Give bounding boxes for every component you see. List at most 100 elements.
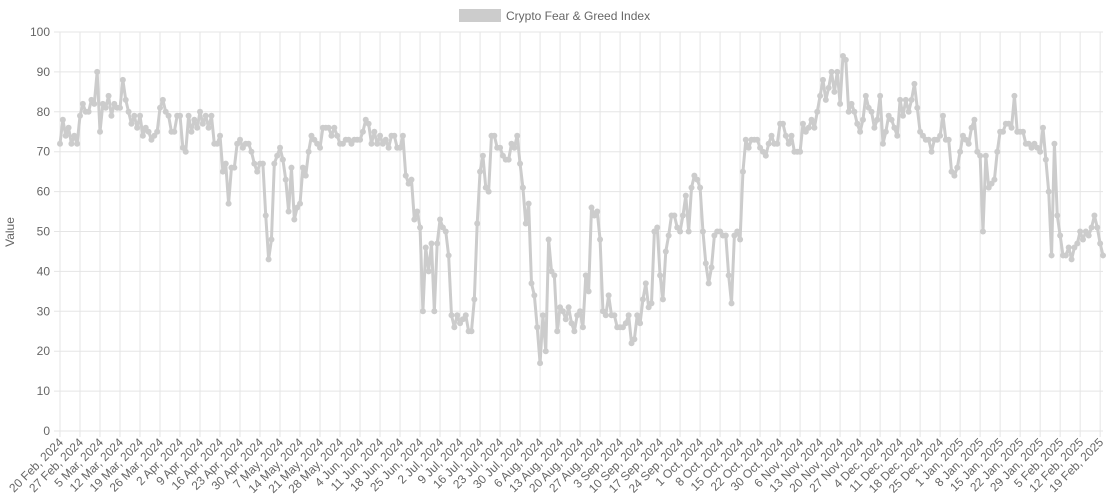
data-point bbox=[1097, 240, 1104, 247]
data-point bbox=[474, 220, 481, 227]
data-point bbox=[582, 272, 589, 279]
data-point bbox=[297, 200, 304, 207]
data-point bbox=[734, 228, 741, 235]
data-point bbox=[188, 128, 195, 135]
data-point bbox=[542, 348, 549, 355]
data-point bbox=[1008, 124, 1015, 131]
data-point bbox=[251, 160, 258, 167]
data-point bbox=[979, 228, 986, 235]
data-point bbox=[491, 132, 498, 139]
data-point bbox=[177, 112, 184, 119]
data-point bbox=[225, 200, 232, 207]
data-point bbox=[1048, 252, 1055, 259]
data-point bbox=[1068, 256, 1075, 263]
data-point bbox=[94, 68, 101, 75]
data-point bbox=[785, 140, 792, 147]
data-point bbox=[445, 252, 452, 259]
data-point bbox=[325, 124, 332, 131]
data-point bbox=[182, 148, 189, 155]
data-point bbox=[577, 308, 584, 315]
data-point bbox=[1079, 236, 1086, 243]
data-point bbox=[382, 136, 389, 143]
data-point bbox=[814, 108, 821, 115]
data-point bbox=[271, 160, 278, 167]
data-point bbox=[62, 132, 69, 139]
data-point bbox=[437, 216, 444, 223]
data-point bbox=[199, 120, 206, 127]
data-point bbox=[399, 132, 406, 139]
data-point bbox=[808, 116, 815, 123]
data-point bbox=[1100, 252, 1106, 259]
data-point bbox=[291, 216, 298, 223]
data-point bbox=[828, 68, 835, 75]
data-point bbox=[891, 124, 898, 131]
data-point bbox=[1045, 188, 1052, 195]
data-point bbox=[497, 144, 504, 151]
y-tick-label: 0 bbox=[43, 424, 50, 438]
data-point bbox=[551, 272, 558, 279]
data-point bbox=[825, 84, 832, 91]
data-point bbox=[374, 140, 381, 147]
data-point bbox=[622, 320, 629, 327]
data-point bbox=[702, 260, 709, 267]
data-point bbox=[448, 312, 455, 319]
data-point bbox=[999, 128, 1006, 135]
data-point bbox=[368, 140, 375, 147]
data-point bbox=[968, 124, 975, 131]
data-point bbox=[279, 156, 286, 163]
data-point bbox=[219, 168, 226, 175]
series-line bbox=[58, 54, 1105, 365]
data-point bbox=[631, 336, 638, 343]
data-point bbox=[117, 104, 124, 111]
data-point bbox=[888, 116, 895, 123]
data-point bbox=[945, 136, 952, 143]
data-point bbox=[874, 116, 881, 123]
data-point bbox=[119, 76, 126, 83]
data-point bbox=[154, 128, 161, 135]
data-point bbox=[517, 160, 524, 167]
data-point bbox=[834, 68, 841, 75]
data-point bbox=[782, 132, 789, 139]
data-point bbox=[1039, 124, 1046, 131]
data-point bbox=[1051, 140, 1058, 147]
data-point bbox=[779, 120, 786, 127]
data-point bbox=[662, 248, 669, 255]
data-point bbox=[982, 152, 989, 159]
data-point bbox=[259, 160, 266, 167]
data-point bbox=[479, 152, 486, 159]
data-point bbox=[91, 100, 98, 107]
data-point bbox=[128, 120, 135, 127]
data-point bbox=[805, 124, 812, 131]
y-tick-label: 80 bbox=[37, 105, 51, 119]
data-point bbox=[894, 132, 901, 139]
data-point bbox=[682, 192, 689, 199]
data-point bbox=[391, 132, 398, 139]
data-point bbox=[145, 128, 152, 135]
data-point bbox=[1057, 232, 1064, 239]
data-point bbox=[585, 288, 592, 295]
data-point bbox=[1019, 128, 1026, 135]
data-point bbox=[559, 308, 566, 315]
data-point bbox=[899, 112, 906, 119]
data-point bbox=[562, 316, 569, 323]
data-point bbox=[539, 312, 546, 319]
data-point bbox=[914, 104, 921, 111]
data-point bbox=[697, 184, 704, 191]
data-point bbox=[639, 296, 646, 303]
y-tick-label: 60 bbox=[37, 185, 51, 199]
data-point bbox=[799, 120, 806, 127]
data-point bbox=[194, 124, 201, 131]
data-point bbox=[728, 300, 735, 307]
data-point bbox=[171, 128, 178, 135]
data-point bbox=[377, 132, 384, 139]
data-point bbox=[79, 100, 86, 107]
data-point bbox=[1085, 232, 1092, 239]
y-axis-title: Value bbox=[3, 217, 17, 247]
data-point bbox=[131, 112, 138, 119]
data-point bbox=[1091, 212, 1098, 219]
y-tick-label: 30 bbox=[37, 304, 51, 318]
y-tick-label: 40 bbox=[37, 264, 51, 278]
data-point bbox=[245, 140, 252, 147]
data-point bbox=[85, 108, 92, 115]
y-tick-label: 10 bbox=[37, 384, 51, 398]
